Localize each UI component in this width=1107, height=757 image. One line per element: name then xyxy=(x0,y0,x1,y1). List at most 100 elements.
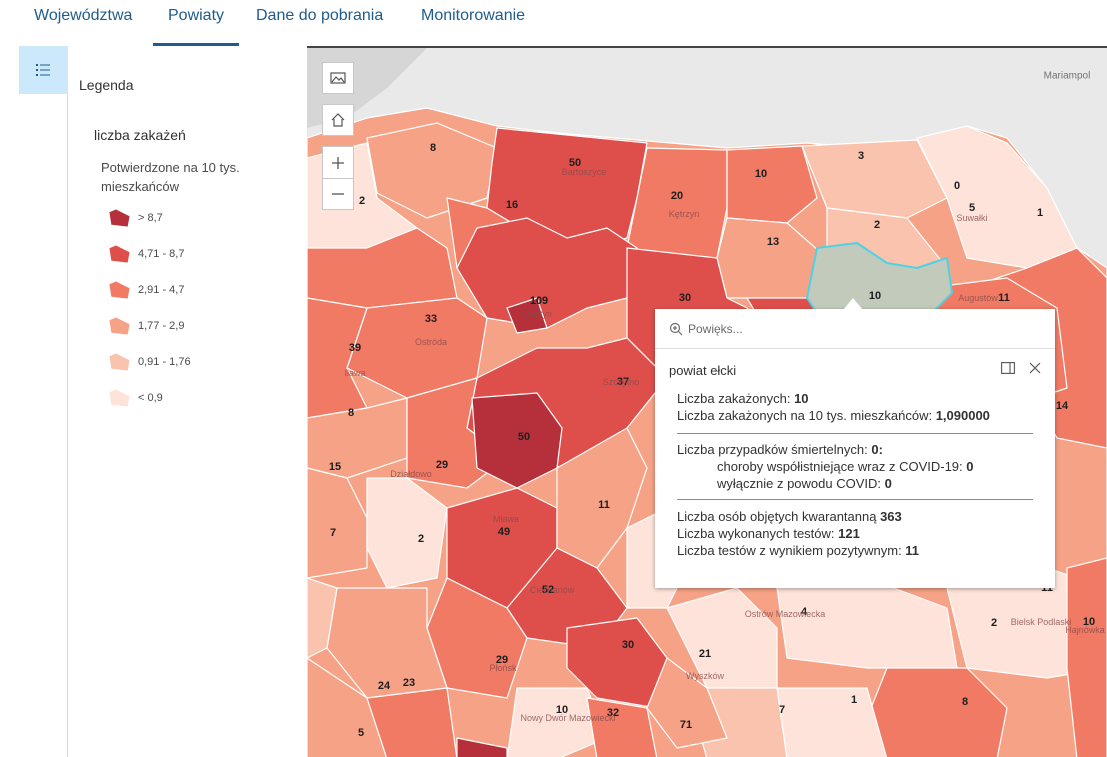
region-value-label: 11 xyxy=(998,292,1010,304)
place-name-label: Suwałki xyxy=(956,213,988,223)
legend-swatch xyxy=(108,280,131,300)
region-wyszkow[interactable] xyxy=(646,657,728,749)
place-name-label: Bartoszyce xyxy=(561,167,607,177)
region-value-label: 50 xyxy=(568,157,582,169)
region-wyszogrod[interactable] xyxy=(366,687,458,757)
legend-class-label: 4,71 - 8,7 xyxy=(138,248,185,260)
basemap-button[interactable] xyxy=(322,62,354,94)
popup-divider xyxy=(677,499,1033,500)
region-value-label: 50 xyxy=(517,431,531,443)
legend-class-label: 2,91 - 4,7 xyxy=(138,284,185,296)
tab-monitorowanie[interactable]: Monitorowanie xyxy=(421,7,526,24)
popup-zoom-label: Powięks... xyxy=(688,321,743,336)
place-name-label: Kętrzyn xyxy=(668,209,700,219)
popup-line-infected-per-10k: Liczba zakażonych na 10 tys. mieszkańców… xyxy=(677,408,990,423)
popup-divider xyxy=(677,433,1033,434)
place-name-label: Olsztyn xyxy=(521,309,553,319)
region-value-label: 11 xyxy=(598,499,610,511)
region-value-label: 30 xyxy=(621,639,635,651)
side-rail xyxy=(0,46,68,757)
legend-class-label: > 8,7 xyxy=(138,212,163,224)
region-value-label: 5 xyxy=(968,202,976,214)
feature-popup: Powięks... powiat ełcki Liczba zakażonyc… xyxy=(655,309,1055,588)
region-ilawa[interactable] xyxy=(307,297,368,419)
region-value-label: 11 xyxy=(1041,582,1053,594)
region-olsztyn-city[interactable] xyxy=(506,297,548,334)
popup-line-deaths-comorbid: choroby współistniejące wraz z COVID-19:… xyxy=(717,459,974,474)
tab-powiaty[interactable]: Powiaty xyxy=(153,0,240,46)
region-nowy-dwor[interactable] xyxy=(506,687,608,757)
place-name-label: Mariampol xyxy=(1043,70,1091,82)
region-value-label: 10 xyxy=(555,704,569,716)
legend-layer-name: liczba zakażeń xyxy=(94,127,186,143)
region-sokolow[interactable] xyxy=(776,687,888,757)
place-name-label: Nowy Dwór Mazowiecki xyxy=(520,713,616,723)
region-value-label: 5 xyxy=(357,727,365,739)
popup-line-deaths: Liczba przypadków śmiertelnych: 0: xyxy=(677,442,883,457)
region-value-label: 21 xyxy=(698,648,712,660)
region-wegorzewo[interactable] xyxy=(726,145,818,224)
region-value-label: 33 xyxy=(424,313,438,325)
popup-line-tests: Liczba wykonanych testów: 121 xyxy=(677,526,860,541)
region-value-label: 24 xyxy=(377,680,391,692)
region-sochaczew[interactable] xyxy=(307,657,387,757)
legend-toggle-button[interactable] xyxy=(19,46,68,94)
legend-class: < 0,9 xyxy=(108,387,163,409)
zoom-out-icon xyxy=(332,193,344,195)
map-view[interactable]: 8 50 20 10 3 0 5 1 2 16 2 13 10 11 109 30 33 39 37 8 14 50 15 2… xyxy=(307,46,1107,757)
legend-title: Legenda xyxy=(79,77,134,93)
legend-class-label: < 0,9 xyxy=(138,392,163,404)
place-name-label: Mława xyxy=(492,514,520,524)
place-name-label: Iława xyxy=(344,368,366,378)
close-icon[interactable] xyxy=(1029,362,1041,374)
region-value-label: 8 xyxy=(961,696,969,708)
home-icon xyxy=(331,113,345,127)
region-value-label: 7 xyxy=(329,527,337,539)
region-sierpc[interactable] xyxy=(366,477,448,589)
tab-wojewodztwa[interactable]: Województwa xyxy=(34,7,133,24)
legend-panel: Legenda liczba zakażeń Potwierdzone na 1… xyxy=(68,46,307,757)
zoom-out-button[interactable] xyxy=(322,178,354,210)
region-gostynin[interactable] xyxy=(307,577,338,659)
popup-line-deaths-covid: wyłącznie z powodu COVID: 0 xyxy=(717,476,892,491)
dock-icon[interactable] xyxy=(1001,362,1015,374)
region-legionowo[interactable] xyxy=(586,697,658,757)
region-value-label: 2 xyxy=(873,219,881,231)
place-name-label: Ostróda xyxy=(414,337,448,347)
legend-swatch xyxy=(108,388,131,408)
legend-swatch xyxy=(108,208,131,228)
region-value-label: 8 xyxy=(429,142,437,154)
legend-class: 2,91 - 4,7 xyxy=(108,279,184,301)
place-name-label: Działdowo xyxy=(390,469,432,479)
region-value-label: 13 xyxy=(766,236,780,248)
region-value-label: 52 xyxy=(541,584,555,596)
home-button[interactable] xyxy=(322,104,354,136)
region-goldap[interactable] xyxy=(801,139,948,219)
legend-swatch xyxy=(108,244,131,264)
choropleth-map[interactable] xyxy=(307,48,1107,757)
popup-zoom-action[interactable]: Powięks... xyxy=(655,309,1055,349)
region-value-label: 1 xyxy=(1036,207,1044,219)
legend-class: > 8,7 xyxy=(108,207,163,229)
region-hajnowka[interactable] xyxy=(1066,557,1107,757)
region-value-label: 10 xyxy=(868,290,882,302)
region-value-label: 0 xyxy=(953,180,961,192)
region-value-label: 16 xyxy=(505,199,519,211)
region-value-label: 4 xyxy=(800,606,808,618)
tab-dane-do-pobrania[interactable]: Dane do pobrania xyxy=(256,7,384,24)
region-value-label: 30 xyxy=(678,292,692,304)
legend-swatch xyxy=(108,352,131,372)
region-braniewo[interactable] xyxy=(366,122,498,219)
region-value-label: 7 xyxy=(778,704,786,716)
zoom-in-button[interactable] xyxy=(322,146,354,178)
top-navigation: Województwa Powiaty Dane do pobrania Mon… xyxy=(0,0,1107,46)
zoom-in-icon xyxy=(332,156,344,169)
region-value-label: 8 xyxy=(347,407,355,419)
region-value-label: 15 xyxy=(328,461,342,473)
region-value-label: 49 xyxy=(497,526,511,538)
region-value-label: 29 xyxy=(495,654,509,666)
zoom-magnifier-icon xyxy=(669,322,683,335)
region-warszawa-zachod[interactable] xyxy=(456,737,508,757)
region-value-label: 3 xyxy=(857,150,865,162)
region-value-label: 10 xyxy=(754,168,768,180)
